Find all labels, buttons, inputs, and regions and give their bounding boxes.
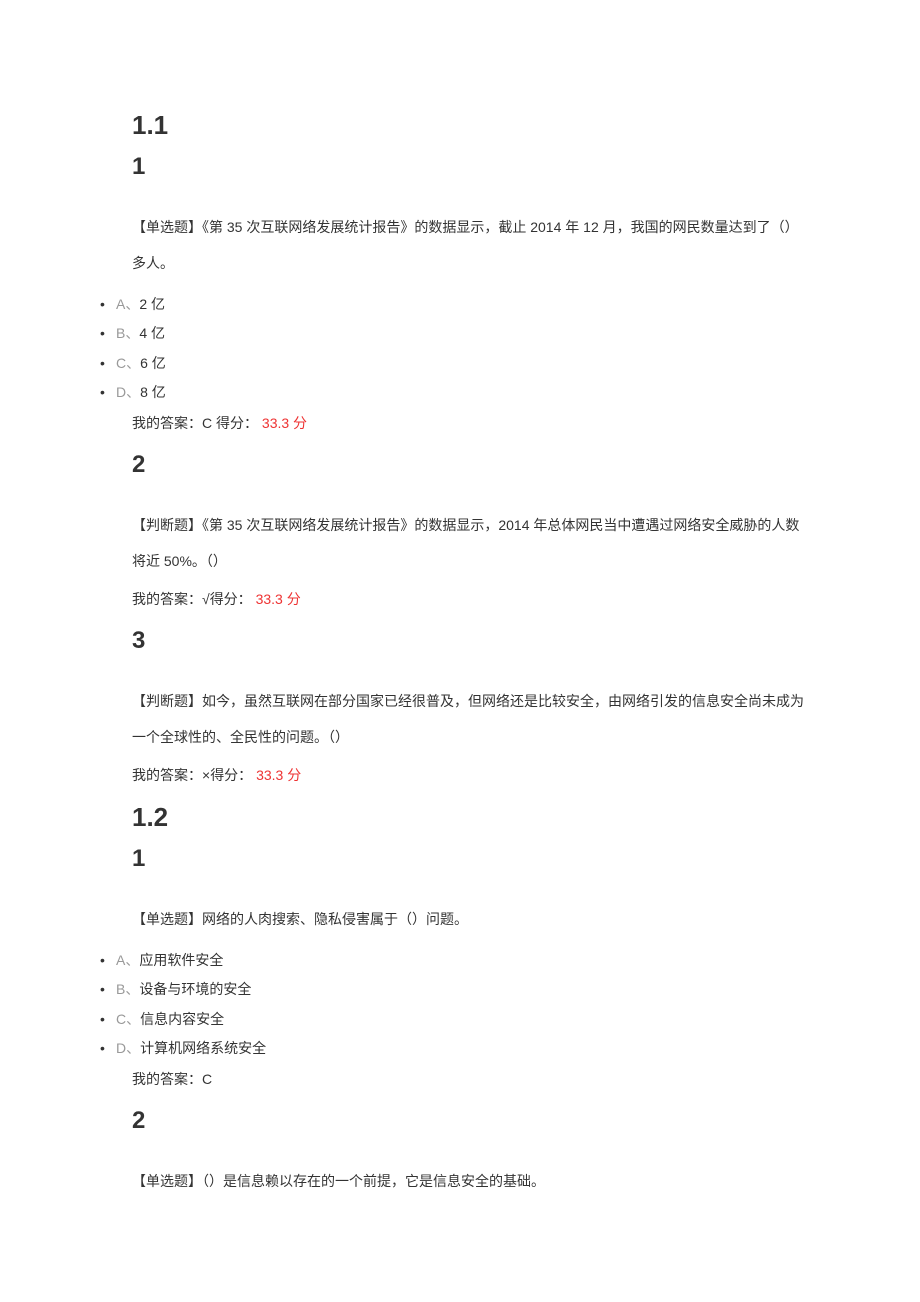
question-text: 【单选题】网络的人肉搜索、隐私侵害属于（）问题。 bbox=[132, 901, 810, 937]
answer-value: C bbox=[202, 415, 212, 431]
option-item: A、2 亿 bbox=[116, 290, 810, 319]
question-type-tag: 【单选题】 bbox=[132, 911, 202, 927]
question-type-tag: 【判断题】 bbox=[132, 517, 202, 533]
answer-line: 我的答案：√得分： 33.3 分 bbox=[132, 587, 810, 612]
option-item: D、8 亿 bbox=[116, 378, 810, 407]
question-text: 【判断题】《第 35 次互联网络发展统计报告》的数据显示，2014 年总体网民当… bbox=[132, 507, 810, 580]
question-text: 【单选题】（）是信息赖以存在的一个前提，它是信息安全的基础。 bbox=[132, 1163, 810, 1199]
score-value: 33.3 bbox=[262, 415, 289, 431]
document-body: 1.1 1 【单选题】《第 35 次互联网络发展统计报告》的数据显示，截止 20… bbox=[0, 110, 920, 1199]
answer-value: C bbox=[202, 1071, 212, 1087]
question-number: 2 bbox=[132, 451, 810, 479]
question-type-tag: 【单选题】 bbox=[132, 1173, 202, 1189]
option-item: D、计算机网络系统安全 bbox=[116, 1034, 810, 1063]
question-number: 2 bbox=[132, 1107, 810, 1135]
answer-symbol: √ bbox=[202, 591, 210, 607]
options-list: A、2 亿 B、4 亿 C、6 亿 D、8 亿 bbox=[132, 290, 810, 408]
question-type-tag: 【单选题】 bbox=[132, 219, 202, 235]
answer-line: 我的答案：×得分： 33.3 分 bbox=[132, 763, 810, 788]
question-type-tag: 【判断题】 bbox=[132, 693, 202, 709]
option-item: C、信息内容安全 bbox=[116, 1005, 810, 1034]
option-item: B、4 亿 bbox=[116, 319, 810, 348]
question-number: 1 bbox=[132, 153, 810, 181]
score-value: 33.3 bbox=[256, 767, 283, 783]
answer-line: 我的答案：C bbox=[132, 1067, 810, 1092]
option-item: A、应用软件安全 bbox=[116, 946, 810, 975]
section-heading: 1.1 bbox=[132, 110, 810, 141]
question-text: 【判断题】如今，虽然互联网在部分国家已经很普及，但网络还是比较安全，由网络引发的… bbox=[132, 683, 810, 756]
answer-symbol: × bbox=[202, 767, 210, 783]
options-list: A、应用软件安全 B、设备与环境的安全 C、信息内容安全 D、计算机网络系统安全 bbox=[132, 946, 810, 1064]
score-value: 33.3 bbox=[256, 591, 283, 607]
option-item: B、设备与环境的安全 bbox=[116, 975, 810, 1004]
question-number: 3 bbox=[132, 627, 810, 655]
question-text: 【单选题】《第 35 次互联网络发展统计报告》的数据显示，截止 2014 年 1… bbox=[132, 209, 810, 282]
section-heading: 1.2 bbox=[132, 802, 810, 833]
option-item: C、6 亿 bbox=[116, 349, 810, 378]
answer-line: 我的答案：C 得分： 33.3 分 bbox=[132, 411, 810, 436]
question-number: 1 bbox=[132, 845, 810, 873]
